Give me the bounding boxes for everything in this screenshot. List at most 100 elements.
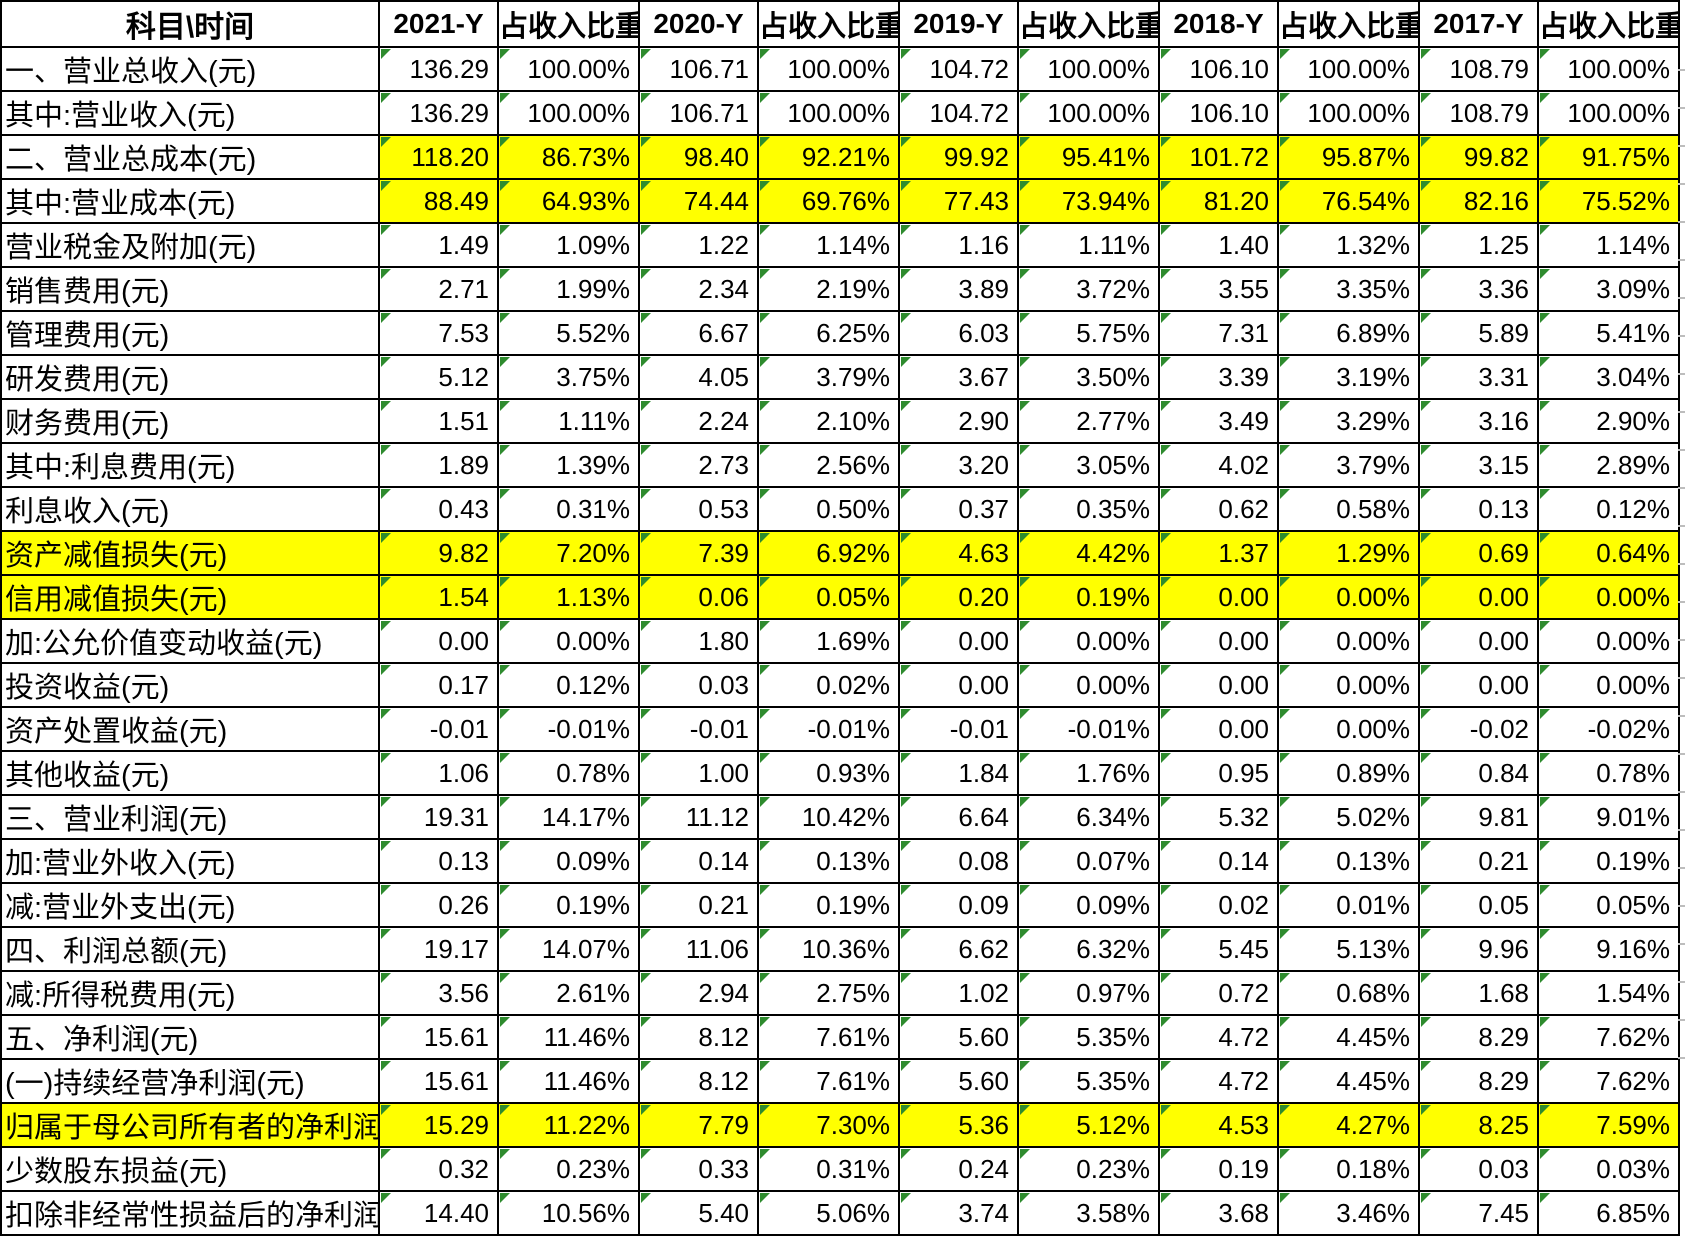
value-cell[interactable]: 11.12 bbox=[638, 794, 759, 840]
value-cell[interactable]: 0.53 bbox=[638, 486, 759, 532]
value-cell[interactable]: -0.01 bbox=[378, 706, 499, 752]
value-cell[interactable]: 4.63 bbox=[898, 530, 1019, 576]
percent-cell[interactable]: 0.78% bbox=[1537, 750, 1680, 796]
value-cell[interactable]: 2.71 bbox=[378, 266, 499, 312]
value-cell[interactable]: 0.05 bbox=[1418, 882, 1539, 928]
value-cell[interactable]: 98.40 bbox=[638, 134, 759, 180]
percent-cell[interactable]: 100.00% bbox=[1537, 46, 1680, 92]
value-cell[interactable]: 0.62 bbox=[1158, 486, 1279, 532]
value-cell[interactable]: 1.84 bbox=[898, 750, 1019, 796]
value-cell[interactable]: 0.13 bbox=[1418, 486, 1539, 532]
value-cell[interactable]: -0.01 bbox=[898, 706, 1019, 752]
percent-cell[interactable]: 0.89% bbox=[1277, 750, 1420, 796]
value-cell[interactable]: 0.00 bbox=[1418, 618, 1539, 664]
percent-cell[interactable]: 3.05% bbox=[1017, 442, 1160, 488]
percent-cell[interactable]: 95.87% bbox=[1277, 134, 1420, 180]
value-cell[interactable]: 6.62 bbox=[898, 926, 1019, 972]
percent-cell[interactable]: 0.02% bbox=[757, 662, 900, 708]
value-cell[interactable]: 11.06 bbox=[638, 926, 759, 972]
value-cell[interactable]: 74.44 bbox=[638, 178, 759, 224]
row-label-cell[interactable]: 营业税金及附加(元) bbox=[0, 222, 380, 268]
percent-cell[interactable]: 9.01% bbox=[1537, 794, 1680, 840]
value-cell[interactable]: 14.40 bbox=[378, 1190, 499, 1236]
percent-cell[interactable]: 14.07% bbox=[497, 926, 640, 972]
row-label-cell[interactable]: 信用减值损失(元) bbox=[0, 574, 380, 620]
value-cell[interactable]: 0.43 bbox=[378, 486, 499, 532]
percent-cell[interactable]: 0.23% bbox=[497, 1146, 640, 1192]
percent-cell[interactable]: 3.58% bbox=[1017, 1190, 1160, 1236]
value-cell[interactable]: 1.02 bbox=[898, 970, 1019, 1016]
value-cell[interactable]: 4.05 bbox=[638, 354, 759, 400]
value-cell[interactable]: 19.17 bbox=[378, 926, 499, 972]
percent-cell[interactable]: 5.06% bbox=[757, 1190, 900, 1236]
value-cell[interactable]: 0.03 bbox=[1418, 1146, 1539, 1192]
value-cell[interactable]: 136.29 bbox=[378, 90, 499, 136]
value-cell[interactable]: 106.10 bbox=[1158, 90, 1279, 136]
percent-cell[interactable]: 1.29% bbox=[1277, 530, 1420, 576]
row-label-cell[interactable]: 扣除非经常性损益后的净利润 bbox=[0, 1190, 380, 1236]
value-cell[interactable]: 0.37 bbox=[898, 486, 1019, 532]
percent-cell[interactable]: 0.00% bbox=[1017, 618, 1160, 664]
value-cell[interactable]: 0.14 bbox=[1158, 838, 1279, 884]
value-cell[interactable]: 0.72 bbox=[1158, 970, 1279, 1016]
value-cell[interactable]: 104.72 bbox=[898, 46, 1019, 92]
value-cell[interactable]: 4.72 bbox=[1158, 1014, 1279, 1060]
value-cell[interactable]: 81.20 bbox=[1158, 178, 1279, 224]
value-cell[interactable]: 82.16 bbox=[1418, 178, 1539, 224]
row-label-cell[interactable]: 其中:利息费用(元) bbox=[0, 442, 380, 488]
percent-cell[interactable]: 76.54% bbox=[1277, 178, 1420, 224]
row-label-cell[interactable]: 加:公允价值变动收益(元) bbox=[0, 618, 380, 664]
value-cell[interactable]: 106.71 bbox=[638, 46, 759, 92]
value-cell[interactable]: 3.16 bbox=[1418, 398, 1539, 444]
value-cell[interactable]: 0.08 bbox=[898, 838, 1019, 884]
percent-cell[interactable]: 3.79% bbox=[1277, 442, 1420, 488]
value-cell[interactable]: 5.60 bbox=[898, 1058, 1019, 1104]
percent-cell[interactable]: 0.19% bbox=[1017, 574, 1160, 620]
value-cell[interactable]: 0.00 bbox=[1418, 574, 1539, 620]
percent-cell[interactable]: 0.93% bbox=[757, 750, 900, 796]
percent-cell[interactable]: 3.79% bbox=[757, 354, 900, 400]
year-header-cell[interactable]: 2017-Y bbox=[1418, 0, 1539, 48]
value-cell[interactable]: 2.90 bbox=[898, 398, 1019, 444]
percent-cell[interactable]: 0.05% bbox=[757, 574, 900, 620]
percent-cell[interactable]: 4.27% bbox=[1277, 1102, 1420, 1148]
value-cell[interactable]: 3.89 bbox=[898, 266, 1019, 312]
percent-cell[interactable]: 0.12% bbox=[497, 662, 640, 708]
percent-cell[interactable]: 1.54% bbox=[1537, 970, 1680, 1016]
value-cell[interactable]: 4.53 bbox=[1158, 1102, 1279, 1148]
value-cell[interactable]: 118.20 bbox=[378, 134, 499, 180]
value-cell[interactable]: 4.72 bbox=[1158, 1058, 1279, 1104]
percent-cell[interactable]: 0.00% bbox=[1277, 618, 1420, 664]
percent-header-cell[interactable]: 占收入比重 bbox=[1017, 0, 1160, 48]
value-cell[interactable]: 0.95 bbox=[1158, 750, 1279, 796]
percent-cell[interactable]: 0.23% bbox=[1017, 1146, 1160, 1192]
percent-cell[interactable]: 0.64% bbox=[1537, 530, 1680, 576]
value-cell[interactable]: 1.40 bbox=[1158, 222, 1279, 268]
value-cell[interactable]: -0.02 bbox=[1418, 706, 1539, 752]
row-label-cell[interactable]: 资产减值损失(元) bbox=[0, 530, 380, 576]
percent-cell[interactable]: 9.16% bbox=[1537, 926, 1680, 972]
percent-cell[interactable]: 10.56% bbox=[497, 1190, 640, 1236]
value-cell[interactable]: 5.60 bbox=[898, 1014, 1019, 1060]
row-label-cell[interactable]: 四、利润总额(元) bbox=[0, 926, 380, 972]
percent-cell[interactable]: 64.93% bbox=[497, 178, 640, 224]
value-cell[interactable]: 1.54 bbox=[378, 574, 499, 620]
value-cell[interactable]: 0.02 bbox=[1158, 882, 1279, 928]
percent-cell[interactable]: 0.00% bbox=[1017, 662, 1160, 708]
percent-cell[interactable]: 5.13% bbox=[1277, 926, 1420, 972]
percent-cell[interactable]: 1.11% bbox=[497, 398, 640, 444]
percent-cell[interactable]: 0.00% bbox=[1537, 662, 1680, 708]
percent-cell[interactable]: 0.31% bbox=[497, 486, 640, 532]
value-cell[interactable]: 99.92 bbox=[898, 134, 1019, 180]
percent-cell[interactable]: 2.19% bbox=[757, 266, 900, 312]
value-cell[interactable]: 5.89 bbox=[1418, 310, 1539, 356]
value-cell[interactable]: 101.72 bbox=[1158, 134, 1279, 180]
corner-header-cell[interactable]: 科目\时间 bbox=[0, 0, 380, 48]
year-header-cell[interactable]: 2020-Y bbox=[638, 0, 759, 48]
percent-cell[interactable]: 1.09% bbox=[497, 222, 640, 268]
value-cell[interactable]: 0.19 bbox=[1158, 1146, 1279, 1192]
value-cell[interactable]: 19.31 bbox=[378, 794, 499, 840]
value-cell[interactable]: 7.39 bbox=[638, 530, 759, 576]
percent-cell[interactable]: 91.75% bbox=[1537, 134, 1680, 180]
percent-cell[interactable]: 0.00% bbox=[1537, 618, 1680, 664]
